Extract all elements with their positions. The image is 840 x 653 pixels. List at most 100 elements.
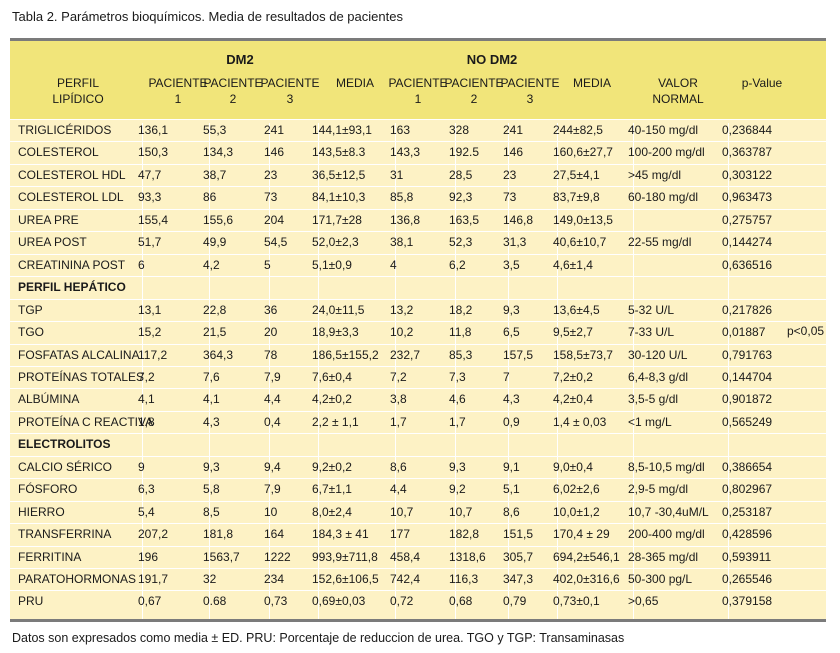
table-cell: 182,8 — [449, 527, 480, 542]
row-label: TGP — [18, 302, 43, 317]
row-label: COLESTEROL LDL — [18, 190, 124, 205]
table-cell: 0,802967 — [722, 482, 773, 497]
table-cell: 13,6±4,5 — [553, 302, 600, 317]
table-cell: 0,79 — [503, 594, 527, 609]
row-label: UREA POST — [18, 235, 87, 250]
table-row: UREA POST 51,7 49,9 54,5 52,0±2,3 38,1 52,3 31,… — [10, 231, 826, 253]
column-divider — [728, 123, 729, 619]
header-nodm2-paciente-3: PACIENTE 3 — [500, 76, 560, 106]
table-cell: 22,8 — [203, 302, 227, 317]
column-divider — [209, 123, 210, 619]
table-cell: 6,7±1,1 — [312, 482, 352, 497]
table-cell: 23 — [503, 167, 517, 182]
table-cell: 0,791763 — [722, 347, 773, 362]
table-cell: 6,5 — [503, 325, 520, 340]
row-label: TRANSFERRINA — [18, 527, 112, 542]
table-cell: 7,2 — [390, 369, 407, 384]
table-cell: 328 — [449, 123, 470, 137]
row-label: TRIGLICÉRIDOS — [18, 123, 112, 137]
table-cell: 9,2 — [449, 482, 466, 497]
table-cell: 0,636516 — [722, 257, 773, 272]
table-cell: 742,4 — [390, 572, 421, 586]
table-cell: 0,379158 — [722, 594, 773, 609]
table-cell: 149,0±13,5 — [553, 212, 613, 227]
table-cell: 4,6±1,4 — [553, 257, 593, 272]
table-cell: 60-180 mg/dl — [628, 190, 699, 205]
table-row: ALBÚMINA 4,1 4,1 4,4 4,2±0,2 3,8 4,6 4,3 4,2±0,4… — [10, 388, 826, 410]
table-cell: 9,3 — [449, 459, 466, 474]
header-perfil-lipidico: PERFIL LIPÍDICO — [52, 76, 104, 106]
table-cell: 136,8 — [390, 212, 421, 227]
table-cell: 164 — [264, 527, 285, 542]
section-row: PERFIL HEPÁTICO — [10, 276, 826, 298]
table-row: COLESTEROL 150,3 134,3 146 143,5±8.3 143,3 192… — [10, 141, 826, 163]
table-cell: 2,2 ± 1,1 — [312, 414, 359, 429]
table-cell: 32 — [203, 572, 217, 586]
table-cell: 4,4 — [390, 482, 407, 497]
table-cell: 458,4 — [390, 549, 421, 564]
table-caption: Tabla 2. Parámetros bioquímicos. Media d… — [12, 9, 403, 24]
table-cell: 38,7 — [203, 167, 227, 182]
table-cell: 8,5 — [203, 504, 220, 519]
table-cell: 9,3 — [203, 459, 220, 474]
row-label: COLESTEROL — [18, 145, 99, 160]
significance-note: p<0,05 — [787, 324, 825, 338]
table-cell: 6,3 — [138, 482, 155, 497]
table-cell: 21,5 — [203, 325, 227, 340]
table-cell: 0,565249 — [722, 414, 773, 429]
row-label: UREA PRE — [18, 212, 79, 227]
table-row: FOSFATAS ALCALINA 117,2 364,3 78 186,5±155,2… — [10, 343, 826, 366]
table-cell: 4,6 — [449, 392, 466, 407]
table-row: FÓSFORO 6,3 5,8 7,9 6,7±1,1 4,4 9,2 5,1 6,02±2,6… — [10, 478, 826, 500]
table-cell: 9 — [138, 459, 145, 474]
table-cell: 364,3 — [203, 347, 234, 362]
table-cell: 92,3 — [449, 190, 473, 205]
table-cell: 0,253187 — [722, 504, 773, 519]
table-cell: 8,6 — [390, 459, 407, 474]
table-cell: 143,5±8.3 — [312, 145, 366, 160]
table-cell: 85,8 — [390, 190, 414, 205]
table-cell: 0,68 — [449, 594, 473, 609]
table-cell: 55,3 — [203, 123, 227, 137]
table-row: PROTEÍNA C REACTIVA 1,8 4,3 0,4 2,2 ± 1,1 1,7… — [10, 410, 826, 433]
table-cell: 7 — [503, 369, 510, 384]
row-label: TGO — [18, 325, 44, 340]
table-cell: 13,1 — [138, 302, 162, 317]
table-cell: 146 — [264, 145, 285, 160]
table-cell: 5 — [264, 257, 271, 272]
table-cell: 7-33 U/L — [628, 325, 675, 340]
header-p-value: p-Value — [741, 76, 783, 90]
row-label: PROTEÍNAS TOTALES — [18, 369, 145, 384]
table-cell: 27,5±4,1 — [553, 167, 600, 182]
table-cell: 93,3 — [138, 190, 162, 205]
table-cell: 117,2 — [138, 347, 168, 362]
table-cell: 40-150 mg/dl — [628, 123, 699, 137]
table-cell: 155,6 — [203, 212, 234, 227]
table-cell: 24,0±11,5 — [312, 302, 365, 317]
table-cell: 204 — [264, 212, 285, 227]
table-cell: 157,5 — [503, 347, 534, 362]
table-cell: 6,2 — [449, 257, 466, 272]
table-cell: 3,5-5 g/dl — [628, 392, 679, 407]
header-valor-normal: VALOR NORMAL — [652, 76, 704, 106]
section-title: ELECTROLITOS — [18, 437, 111, 452]
biochemical-table: DM2 NO DM2 PERFIL LIPÍDICO PACIENTE 1 PAC… — [10, 38, 826, 622]
table-cell: 0,144704 — [722, 369, 773, 384]
row-label: CALCIO SÉRICO — [18, 459, 113, 474]
table-cell: 47,7 — [138, 167, 162, 182]
table-cell: 36 — [264, 302, 278, 317]
table-cell: 4,3 — [503, 392, 520, 407]
table-cell: 694,2±546,1 — [553, 549, 620, 564]
table-cell: 116,3 — [449, 572, 479, 586]
row-label: COLESTEROL HDL — [18, 167, 126, 182]
table-cell: 7,6±0,4 — [312, 369, 352, 384]
table-row: TRANSFERRINA 207,2 181,8 164 184,3 ± 41 177 18… — [10, 523, 826, 545]
table-cell: 51,7 — [138, 235, 162, 250]
table-cell: 1,4 ± 0,03 — [553, 414, 607, 429]
table-cell: 8,0±2,4 — [312, 504, 352, 519]
table-cell: 7,2 — [138, 369, 155, 384]
table-cell: 49,9 — [203, 235, 227, 250]
table-row: UREA PRE 155,4 155,6 204 171,7±28 136,8 163,5 1… — [10, 208, 826, 231]
table-cell: 4,4 — [264, 392, 281, 407]
table-cell: 10,7 -30,4uM/L — [628, 504, 709, 519]
